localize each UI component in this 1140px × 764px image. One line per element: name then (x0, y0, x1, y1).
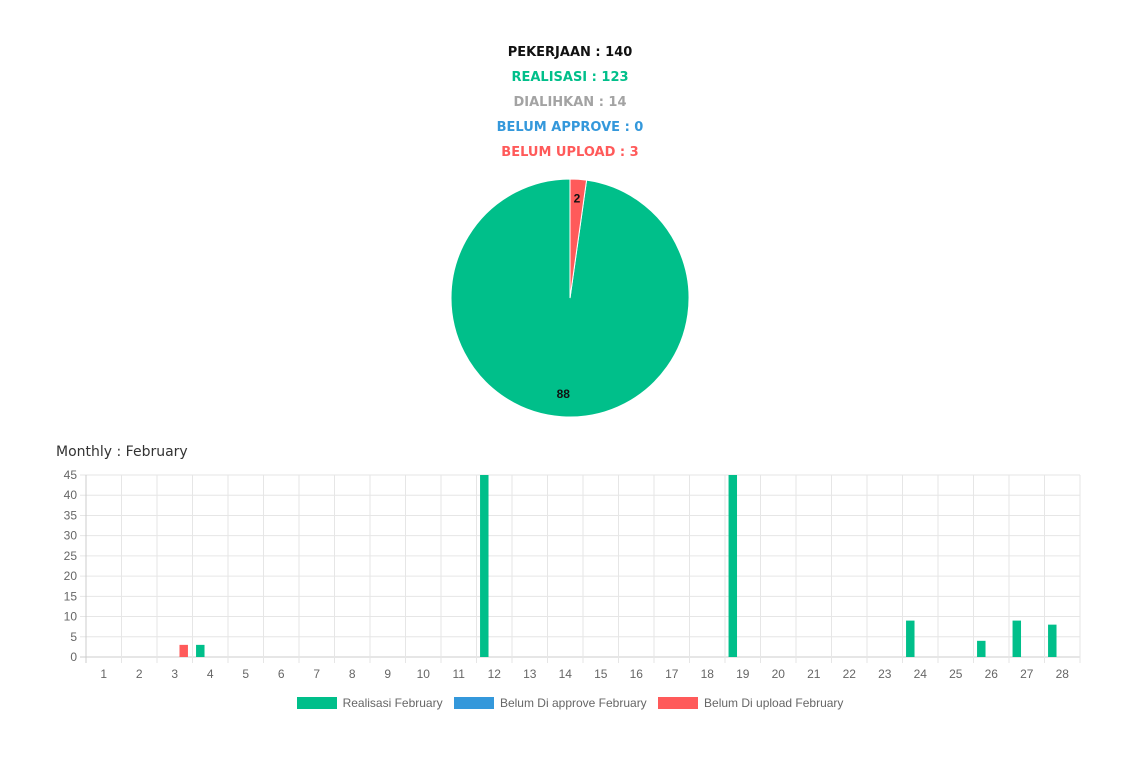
y-tick-label: 10 (64, 610, 78, 624)
bar-series (179, 475, 1057, 657)
y-tick-label: 25 (64, 549, 78, 563)
bar-realisasi[interactable] (480, 475, 489, 657)
summary-stats: PEKERJAAN : 140 REALISASI : 123 DIALIHKA… (0, 42, 1140, 167)
y-tick-label: 40 (64, 488, 78, 502)
legend-swatch-belum-approve (453, 697, 494, 710)
x-tick-label: 24 (914, 667, 928, 681)
x-tick-label: 12 (488, 667, 502, 681)
x-tick-label: 4 (207, 667, 214, 681)
legend-item-belum-upload[interactable]: Belum Di upload February (658, 695, 843, 710)
y-tick-label: 35 (64, 508, 78, 522)
y-tick-label: 20 (64, 569, 78, 583)
bar-grid (80, 474, 1081, 663)
pie-slice-label-2: 2 (574, 191, 581, 205)
legend-swatch-belum-upload (658, 697, 699, 710)
x-tick-label: 28 (1056, 667, 1070, 681)
x-tick-label: 11 (453, 667, 466, 681)
x-tick-label: 26 (985, 667, 999, 681)
x-tick-label: 25 (949, 667, 963, 681)
dialihkan-total: DIALIHKAN : 14 (513, 95, 627, 110)
y-tick-label: 5 (70, 630, 77, 644)
x-tick-label: 9 (384, 667, 391, 681)
x-tick-label: 14 (559, 667, 573, 681)
legend-swatch-realisasi (296, 697, 337, 710)
x-tick-label: 22 (843, 667, 857, 681)
y-tick-label: 0 (70, 650, 77, 664)
pekerjaan-total: PEKERJAAN : 140 (507, 45, 633, 60)
x-tick-label: 19 (736, 667, 750, 681)
monthly-chart-title: Monthly : February (56, 444, 188, 460)
y-tick-label: 15 (64, 589, 78, 603)
x-tick-label: 21 (807, 667, 821, 681)
x-tick-label: 3 (171, 667, 178, 681)
x-tick-label: 8 (349, 667, 356, 681)
legend-label-belum-approve: Belum Di approve February (499, 696, 647, 711)
x-tick-label: 23 (878, 667, 892, 681)
bar-belum-upload[interactable] (179, 644, 188, 657)
legend-label-belum-upload: Belum Di upload February (704, 696, 844, 711)
bar-realisasi[interactable] (1048, 624, 1057, 657)
y-tick-label: 45 (64, 468, 78, 482)
bar-realisasi[interactable] (1012, 620, 1022, 657)
x-tick-label: 16 (630, 667, 644, 681)
pie-slice-2[interactable] (569, 178, 588, 299)
x-tick-label: 20 (772, 667, 786, 681)
pie-chart: 88 2 (450, 178, 690, 418)
bar-chart-legend: Realisasi February Belum Di approve Febr… (0, 695, 1140, 710)
pie-slice-label-0: 88 (557, 387, 571, 401)
belum-approve-total: BELUM APPROVE : 0 (496, 120, 644, 135)
bar-realisasi[interactable] (977, 640, 986, 657)
x-tick-label: 18 (701, 667, 715, 681)
bar-realisasi[interactable] (728, 475, 738, 657)
y-tick-label: 30 (64, 529, 78, 543)
realisasi-total: REALISASI : 123 (511, 70, 629, 85)
x-tick-label: 6 (278, 667, 285, 681)
x-tick-label: 10 (417, 667, 431, 681)
x-tick-label: 15 (594, 667, 608, 681)
x-tick-label: 5 (242, 667, 249, 681)
legend-item-realisasi[interactable]: Realisasi February (296, 695, 443, 711)
x-tick-label: 1 (100, 667, 107, 681)
x-tick-label: 27 (1020, 667, 1034, 681)
bar-realisasi[interactable] (196, 644, 205, 657)
x-tick-label: 17 (665, 667, 679, 681)
legend-item-belum-approve[interactable]: Belum Di approve February (453, 695, 647, 711)
x-tick-label: 13 (523, 667, 537, 681)
x-tick-label: 7 (313, 667, 320, 681)
belum-upload-total: BELUM UPLOAD : 3 (501, 145, 639, 160)
x-tick-label: 2 (136, 667, 143, 681)
bar-realisasi[interactable] (906, 620, 915, 657)
legend-label-realisasi: Realisasi February (342, 696, 443, 711)
